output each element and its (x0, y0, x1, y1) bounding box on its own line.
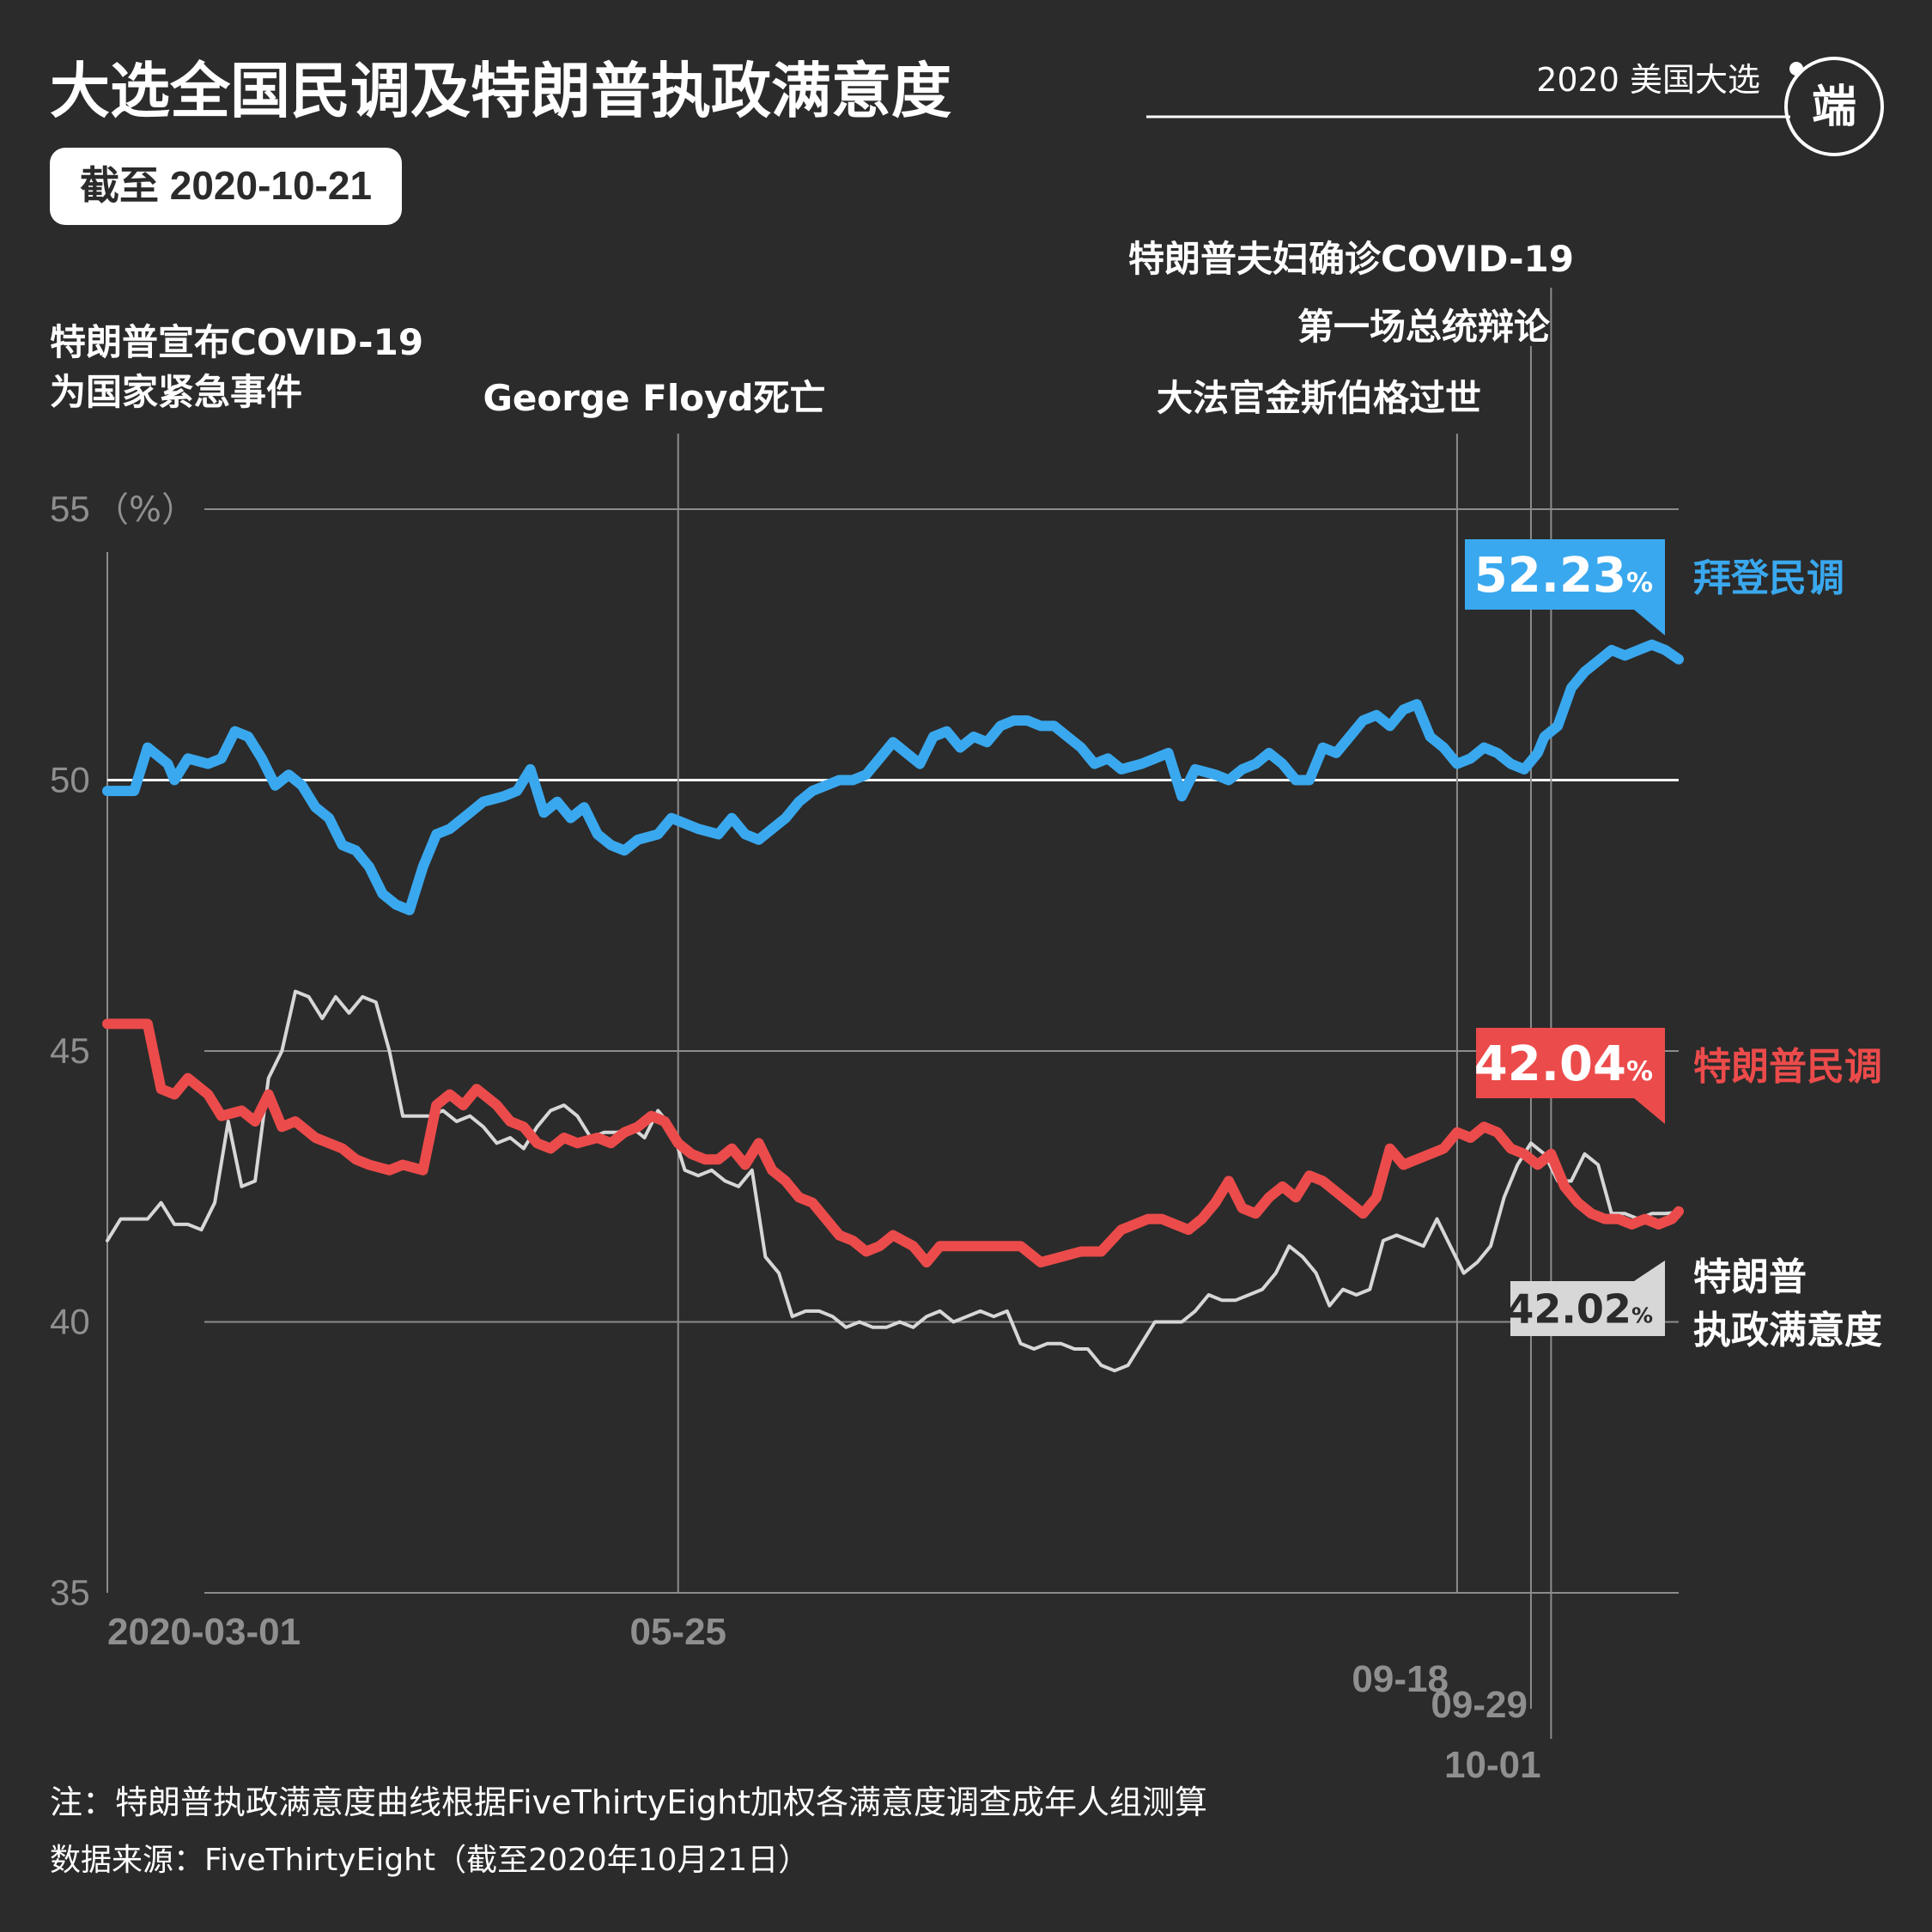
x-tick-label: 10-01 (1444, 1744, 1541, 1786)
x-tick-label: 2020-03-01 (107, 1611, 301, 1653)
callout-box (1510, 1281, 1665, 1336)
end-value-callout: 42.02% (1506, 1261, 1665, 1336)
legend-label: 特朗普 (1693, 1255, 1807, 1299)
end-label-layer: 52.23% 拜登民调 42.04% 特朗普民调 42.02% 特朗普执政满意度 (1465, 539, 1882, 1352)
event-layer: 特朗普宣布COVID-19 为国家紧急事件 George Floyd死亡 大法官金斯伯… (50, 238, 1574, 1739)
y-tick-label: 45 (50, 1030, 90, 1071)
date-badge-text: 截至 2020-10-21 (80, 163, 372, 208)
series-line (102, 639, 1684, 915)
y-tick-label: 55 (50, 489, 90, 529)
y-unit-label: （%） (94, 490, 196, 530)
logo-glyph: 端 (1812, 82, 1856, 133)
callout-box (1465, 539, 1665, 610)
series-layer (102, 639, 1684, 1373)
end-value-label: 52.23% (1474, 548, 1653, 604)
end-value-callout: 52.23% (1465, 539, 1665, 635)
callout-pointer (1634, 1261, 1665, 1281)
x-tick-label: 09-18 (1352, 1658, 1449, 1700)
legend-label: 执政满意度 (1693, 1309, 1882, 1352)
logo: 端 (1784, 57, 1884, 156)
end-value-label: 42.04% (1474, 1036, 1653, 1092)
y-tick-label: 50 (50, 760, 90, 800)
event-label: 第一场总统辩论 (1297, 306, 1551, 348)
y-tick-label: 40 (50, 1302, 90, 1342)
callout-box (1476, 1028, 1665, 1098)
footer-source: 数据来源：FiveThirtyEight（截至2020年10月21日） (50, 1843, 809, 1878)
logo-ring (1784, 57, 1884, 156)
date-badge: 截至 2020-10-21 (50, 148, 402, 225)
footer-note: 注：特朗普执政满意度曲线根据FiveThirtyEight加权各满意度调查成年人… (50, 1783, 1207, 1821)
callout-pointer (1634, 1098, 1665, 1124)
event-label: 大法官金斯伯格过世 (1157, 377, 1481, 419)
callout-pointer (1634, 610, 1665, 635)
end-value-label: 42.02% (1506, 1286, 1653, 1333)
series-line (106, 989, 1680, 1373)
chart-title: 大选全国民调及特朗普执政满意度 (50, 56, 951, 126)
date-badge-bg (50, 148, 402, 225)
logo-dot (1789, 62, 1803, 76)
series-line (102, 1018, 1684, 1268)
end-value-callout: 42.04% (1474, 1028, 1665, 1124)
legend-label: 拜登民调 (1693, 556, 1844, 600)
event-label: 特朗普夫妇确诊COVID-19 (1128, 238, 1574, 280)
legend-label: 特朗普民调 (1693, 1045, 1882, 1089)
x-tick-label: 09-29 (1431, 1684, 1528, 1726)
event-label: 为国家紧急事件 (50, 371, 302, 413)
series-tag: 2020 美国大选 (1536, 61, 1760, 99)
event-label: 特朗普宣布COVID-19 (50, 321, 423, 363)
x-tick-label: 05-25 (629, 1611, 726, 1653)
event-label: George Floyd死亡 (483, 377, 825, 419)
y-tick-label: 35 (50, 1572, 90, 1613)
